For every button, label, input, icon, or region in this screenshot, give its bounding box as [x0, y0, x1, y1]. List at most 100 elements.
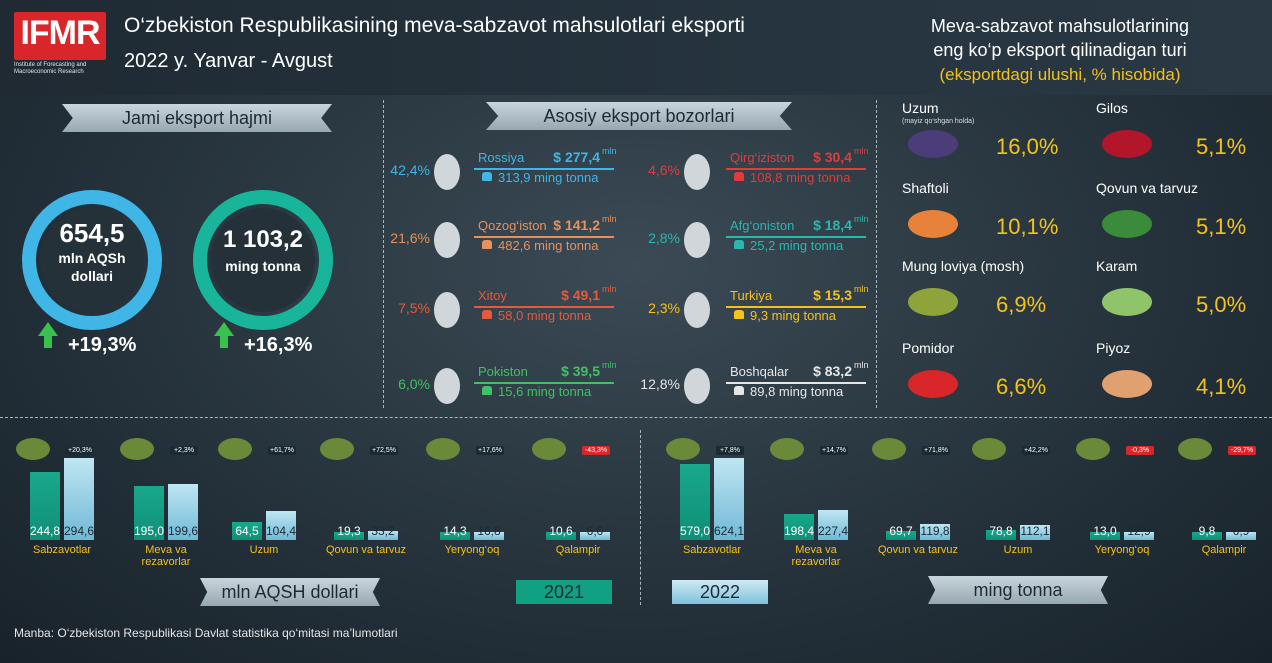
product-photo-icon	[532, 438, 566, 460]
category-label: Qovun va tarvuz	[325, 544, 407, 556]
market-share: 6,0%	[398, 376, 430, 392]
top-products-title-1: Meva-sabzavot mahsulotlarining	[930, 16, 1190, 36]
growth-badge: +20,3%	[66, 446, 94, 455]
top-products-subtitle: (eksportdagi ulushi, % hisobida)	[939, 65, 1181, 84]
market-value: $ 83,2	[813, 363, 852, 379]
category-label: Sabzavotlar	[32, 544, 92, 556]
bar-2021	[546, 532, 576, 540]
category-label: Qalampir	[1201, 544, 1247, 556]
market-value: $ 15,3	[813, 287, 852, 303]
market-value-unit: mln	[854, 284, 869, 294]
weight-icon	[734, 310, 744, 319]
market-underline	[726, 168, 866, 170]
product-photo-icon	[666, 438, 700, 460]
product-name: Uzum	[902, 100, 939, 116]
bar-2021	[680, 464, 710, 540]
top-products-title-2: eng ko‘p eksport qilinadigan turi	[933, 40, 1187, 60]
pie-chart-icon	[684, 222, 710, 258]
usd-growth: +19,3%	[68, 334, 137, 356]
growth-arrow-stem	[44, 336, 52, 348]
category-label: Meva va rezavorlar	[141, 544, 191, 568]
growth-up-arrow-icon	[38, 322, 58, 336]
market-underline	[726, 382, 866, 384]
market-name: Boshqalar	[730, 364, 789, 379]
melon-icon	[1102, 210, 1152, 238]
ton-ring-inner	[211, 208, 315, 312]
bar-2022	[474, 532, 504, 540]
divider-left	[383, 100, 384, 408]
category-label: Sabzavotlar	[682, 544, 742, 556]
bar-2022	[368, 531, 398, 540]
logo-subtitle: Institute of Forecasting and Macroeconom…	[14, 62, 87, 75]
pie-chart-icon	[684, 292, 710, 328]
usd-unit-1: mln AQSh	[58, 250, 126, 266]
bar-2021-label: 78,8	[989, 524, 1013, 538]
growth-badge: -29,7%	[1228, 446, 1256, 455]
growth-badge: -0,3%	[1126, 446, 1154, 455]
market-value-unit: mln	[602, 146, 617, 156]
grapes-icon	[908, 130, 958, 158]
market-name: Qozog‘iston	[478, 218, 547, 233]
product-share: 6,6%	[996, 374, 1047, 399]
bar-2021-label: 10,6	[549, 524, 573, 538]
bar-2022	[168, 484, 198, 540]
market-tons: 9,3 ming tonna	[750, 308, 837, 323]
bar-2022	[1226, 532, 1256, 540]
category-label: Yeryong‘oq	[1094, 544, 1150, 556]
market-name: Xitoy	[478, 288, 507, 303]
market-underline	[474, 306, 614, 308]
pie-chart-icon	[434, 154, 460, 190]
weight-icon	[482, 172, 492, 181]
legend-usd: mln AQSH dollari	[200, 578, 380, 606]
market-underline	[474, 236, 614, 238]
mung-bean-icon	[908, 288, 958, 316]
bar-2022-label: 16,8	[477, 524, 501, 538]
market-underline	[726, 306, 866, 308]
bar-2021-label: 69,7	[889, 524, 913, 538]
market-underline	[474, 382, 614, 384]
cabbage-icon	[1102, 288, 1152, 316]
cherry-icon	[1102, 130, 1152, 158]
bar-2021-label: 579,0	[679, 524, 711, 538]
bar-2021	[1192, 532, 1222, 540]
ton-growth: +16,3%	[244, 334, 313, 356]
product-photo-icon	[1076, 438, 1110, 460]
bar-2021	[986, 530, 1016, 540]
bar-2021	[30, 472, 60, 540]
pie-chart-icon	[434, 368, 460, 404]
weight-icon	[482, 386, 492, 395]
weight-icon	[482, 240, 492, 249]
bar-2021	[440, 532, 470, 540]
product-share: 10,1%	[996, 214, 1059, 239]
header-band	[0, 0, 1272, 95]
growth-badge: +71,8%	[922, 446, 950, 455]
divider-right	[876, 100, 877, 408]
bar-2022	[818, 510, 848, 540]
bar-2022-label: 199,6	[167, 524, 199, 538]
category-label: Uzum	[1003, 544, 1033, 556]
product-name: Mung loviya (mosh)	[902, 258, 1025, 274]
market-value-unit: mln	[602, 284, 617, 294]
weight-icon	[734, 240, 744, 249]
pie-chart-icon	[684, 368, 710, 404]
bar-2022	[714, 458, 744, 540]
product-photo-icon	[218, 438, 252, 460]
market-value-unit: mln	[854, 214, 869, 224]
bar-2021-label: 9,8	[1198, 524, 1216, 538]
legend-2021: 2021	[516, 580, 612, 604]
logo-text: IFMR	[20, 14, 100, 52]
bar-2021-label: 244,8	[29, 524, 61, 538]
bar-2021	[334, 532, 364, 540]
market-share: 7,5%	[398, 300, 430, 316]
bar-2021-label: 195,0	[133, 524, 165, 538]
market-value: $ 141,2	[553, 217, 600, 233]
bar-2021	[134, 486, 164, 540]
bar-2022	[266, 511, 296, 540]
divider-horizontal	[0, 417, 1272, 418]
product-note: (mayiz qo‘shgan holda)	[902, 118, 975, 125]
weight-icon	[734, 172, 744, 181]
market-value-unit: mln	[854, 360, 869, 370]
bar-2021-label: 198,4	[783, 524, 815, 538]
growth-badge: +61,7%	[268, 446, 296, 455]
product-name: Piyoz	[1096, 340, 1131, 356]
